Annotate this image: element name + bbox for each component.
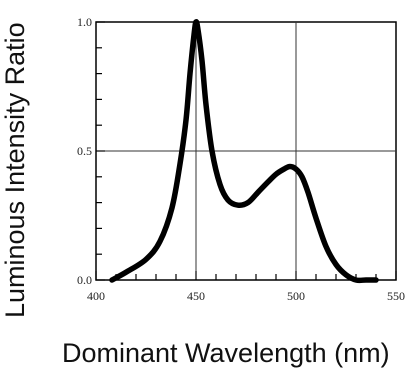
x-tick-label-450: 450 <box>187 289 205 303</box>
series-group <box>109 19 379 284</box>
y-tick-label-1-0: 1.0 <box>77 15 92 29</box>
ticks <box>95 21 397 281</box>
x-tick-label-400: 400 <box>87 289 105 303</box>
y-axis-label: Luminous Intensity Ratio <box>0 22 30 318</box>
x-axis-label: Dominant Wavelength (nm) <box>62 338 390 368</box>
series-line-0 <box>109 19 379 284</box>
y-tick-label-0-0: 0.0 <box>77 273 92 287</box>
y-tick-label-0-5: 0.5 <box>77 144 92 158</box>
x-tick-label-500: 500 <box>287 289 305 303</box>
x-tick-label-550: 550 <box>387 289 405 303</box>
tick-labels: 400 450 500 550 0.0 0.5 1.0 <box>77 15 405 303</box>
grid <box>96 22 396 280</box>
